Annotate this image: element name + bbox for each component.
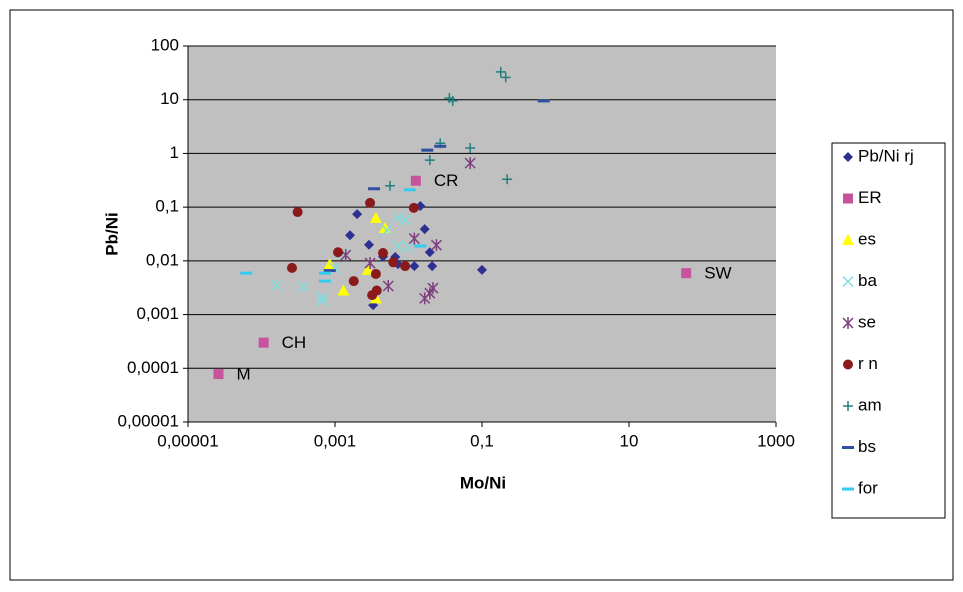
legend-marker: [842, 234, 854, 245]
point: [363, 239, 374, 250]
point: [370, 268, 381, 279]
legend-label: r n: [858, 354, 878, 373]
legend-marker: [843, 401, 853, 411]
legend-marker: [842, 275, 854, 288]
point: [240, 271, 253, 275]
point: [434, 144, 447, 148]
point: [318, 279, 331, 283]
point: [337, 284, 350, 296]
legend-label: Pb/Ni rj: [858, 146, 914, 165]
y-axis-title: Pb/Ni: [102, 212, 121, 255]
y-tick-label: 0,0001: [127, 358, 179, 377]
y-tick-label: 0,001: [136, 304, 179, 323]
point: [502, 174, 513, 185]
point: [399, 214, 411, 226]
point-label: M: [237, 365, 251, 384]
legend-marker: [842, 487, 854, 491]
point: [419, 224, 430, 235]
legend-label: bs: [858, 437, 876, 456]
point: [297, 281, 309, 293]
point: [408, 232, 420, 245]
y-tick-label: 1: [170, 143, 179, 162]
point: [681, 268, 692, 279]
point: [368, 187, 381, 191]
point: [381, 224, 393, 236]
plot-area: [188, 46, 776, 422]
point: [424, 155, 435, 166]
legend-marker: [842, 446, 854, 449]
x-tick-label: 0,00001: [157, 431, 218, 450]
point: [333, 247, 344, 258]
point: [361, 263, 374, 275]
point: [345, 230, 356, 241]
legend-marker: [843, 152, 853, 162]
y-tick-label: 100: [151, 35, 179, 54]
x-tick-label: 10: [620, 431, 639, 450]
point: [427, 282, 439, 295]
point: [318, 271, 331, 275]
point-label: CH: [282, 333, 307, 352]
y-tick-label: 0,1: [155, 197, 179, 216]
point: [384, 180, 395, 191]
point-label: CR: [434, 171, 459, 190]
point: [292, 207, 303, 218]
y-tick-label: 0,00001: [118, 411, 179, 430]
point: [258, 337, 269, 348]
point: [348, 276, 359, 287]
point: [382, 280, 394, 293]
legend-label: ER: [858, 188, 882, 207]
point: [447, 95, 458, 106]
point: [430, 239, 442, 252]
point: [287, 262, 298, 273]
point: [410, 175, 421, 186]
point: [388, 257, 399, 268]
legend-label: ba: [858, 271, 877, 290]
point: [352, 209, 363, 220]
point: [500, 72, 511, 83]
point: [408, 202, 419, 213]
point: [316, 295, 328, 307]
point: [378, 248, 389, 259]
point: [213, 369, 224, 380]
point: [464, 157, 476, 170]
point: [400, 261, 411, 272]
legend-label: se: [858, 312, 876, 331]
point: [537, 99, 550, 103]
x-tick-label: 1000: [757, 431, 795, 450]
point: [365, 197, 376, 208]
point: [392, 212, 404, 224]
point-label: SW: [704, 264, 731, 283]
legend-box: [831, 142, 946, 519]
point: [369, 211, 382, 223]
y-tick-label: 10: [160, 89, 179, 108]
legend-marker: [843, 359, 853, 370]
point: [371, 285, 382, 296]
x-axis-title: Mo/Ni: [460, 473, 506, 492]
legend-marker: [842, 317, 854, 329]
legend-label: for: [858, 478, 878, 497]
x-tick-label: 0,1: [470, 431, 494, 450]
legend-label: am: [858, 395, 882, 414]
point: [402, 241, 415, 253]
point: [414, 244, 427, 248]
point: [392, 240, 404, 252]
point: [495, 66, 506, 77]
point: [427, 261, 438, 272]
point: [364, 257, 376, 270]
point: [477, 264, 487, 275]
legend-marker: [843, 193, 853, 204]
point: [403, 188, 416, 192]
y-tick-label: 0,01: [146, 250, 179, 269]
point: [316, 291, 328, 303]
point: [421, 148, 434, 152]
point: [323, 269, 336, 273]
x-tick-label: 0,001: [314, 431, 357, 450]
point: [465, 143, 476, 154]
point: [409, 261, 420, 272]
point: [270, 279, 283, 291]
legend-label: es: [858, 229, 876, 248]
